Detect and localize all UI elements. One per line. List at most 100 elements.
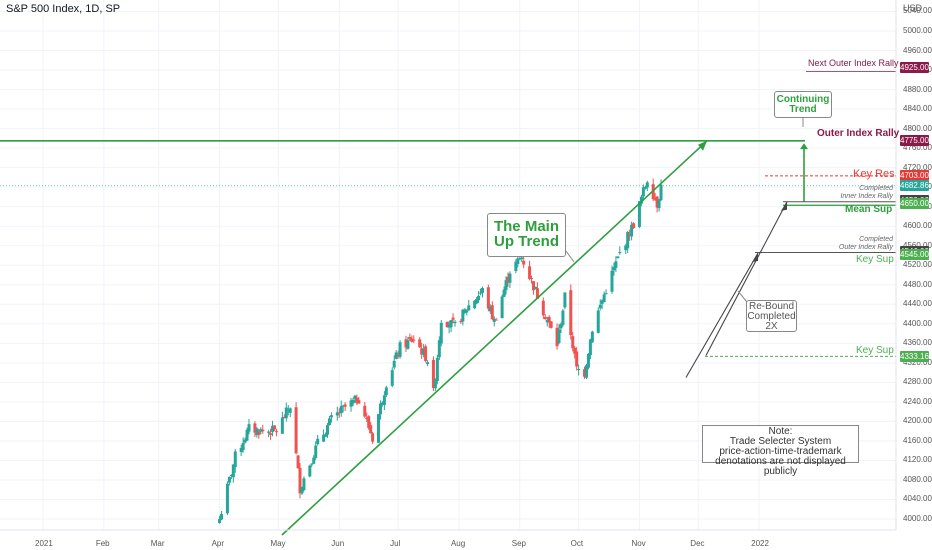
time-tick-label: Dec — [690, 539, 705, 548]
candle-body — [630, 224, 634, 237]
candle-body — [329, 415, 333, 418]
candle-body — [382, 395, 386, 406]
candle-body — [408, 337, 412, 340]
candle-body — [245, 429, 249, 441]
candle-body — [488, 307, 492, 312]
price-tick-label: 4720.00 — [903, 162, 932, 172]
candle-body — [437, 340, 441, 358]
candle-body — [229, 474, 233, 476]
candle-body — [410, 338, 414, 342]
candle-body — [241, 442, 245, 451]
candle-body — [255, 428, 259, 436]
candle-body — [227, 476, 231, 483]
candle-body — [247, 424, 251, 432]
price-tick-label: 4080.00 — [903, 474, 932, 484]
price-tick-label: 4280.00 — [903, 377, 932, 387]
candle-body — [267, 431, 271, 433]
candle-body — [257, 431, 261, 435]
candle-body — [316, 438, 320, 445]
callout-line: Re-Bound — [748, 301, 795, 312]
price-tick-label: 4600.00 — [903, 221, 932, 231]
candle-body — [225, 483, 229, 514]
candle-body — [369, 425, 373, 434]
candle-body — [422, 349, 426, 355]
candle-body — [282, 416, 286, 418]
candle-body — [604, 293, 608, 295]
main-trend-arrowhead — [698, 140, 707, 151]
candle-body — [280, 417, 284, 434]
candle-body — [233, 451, 237, 468]
candle-body — [555, 327, 559, 347]
level-label: Completed Outer Index Rally — [838, 235, 893, 251]
candle-body — [271, 425, 275, 432]
candle-body — [300, 487, 304, 494]
level-label: Key Res — [853, 167, 895, 180]
candle-body — [449, 319, 453, 328]
time-tick-label: Jul — [390, 539, 401, 548]
level-label: Next Outer Index Rally — [808, 57, 899, 68]
candle-body — [657, 199, 661, 209]
candle-body — [351, 399, 355, 404]
candle-body — [549, 321, 553, 328]
candle-body — [637, 201, 641, 227]
candle-body — [530, 278, 534, 280]
price-tick-label: 4320.00 — [903, 357, 932, 367]
candle-body — [355, 397, 359, 404]
candle-body — [639, 196, 643, 204]
candle-body — [392, 360, 396, 368]
price-tick-label: 4560.00 — [903, 241, 932, 250]
price-tag: 4650.00 — [900, 197, 929, 209]
candle-body — [655, 196, 659, 208]
rebound-arrow-1 — [685, 252, 759, 378]
price-tick-label: 4360.00 — [903, 338, 932, 348]
price-tick-label: 4760.00 — [903, 143, 932, 153]
candle-body — [514, 261, 518, 272]
currency-label[interactable]: USD — [903, 3, 923, 13]
candle-body — [600, 300, 604, 304]
time-tick-label: Oct — [570, 539, 584, 548]
drawing-overlays — [0, 71, 896, 536]
candle-body — [288, 408, 292, 413]
candle-body — [547, 316, 551, 323]
candle-body — [296, 455, 300, 469]
candle-body — [418, 339, 422, 348]
candle-body — [308, 465, 312, 477]
candle-body — [557, 329, 561, 343]
price-tick-label: 5000.00 — [903, 26, 932, 35]
candle-body — [473, 300, 477, 309]
candle-body — [398, 342, 402, 357]
note-line: Trade Selecter System — [729, 436, 832, 447]
candle-body — [532, 281, 535, 291]
time-tick-label: Aug — [450, 539, 466, 548]
candle-body — [325, 425, 329, 435]
candle-body — [302, 478, 306, 491]
candle-body — [406, 340, 410, 349]
candle-body — [461, 309, 465, 322]
price-tag: 4333.16 — [900, 350, 929, 362]
candle-body — [569, 290, 573, 336]
callout-line: Continuing — [776, 94, 830, 105]
price-tag: 4545.00 — [900, 249, 929, 261]
candle-body — [596, 310, 600, 333]
candle-body — [500, 296, 504, 319]
price-tick-label: 4880.00 — [903, 84, 932, 94]
price-tag: 4703.00 — [900, 170, 929, 182]
price-tag: 4925.00 — [900, 62, 929, 74]
candle-body — [431, 360, 435, 388]
candle-body — [453, 321, 457, 324]
candle-body — [439, 322, 443, 344]
candle-body — [475, 298, 479, 304]
price-tick-label: 4960.00 — [903, 45, 932, 55]
candle-body — [269, 433, 273, 435]
candle-body — [433, 379, 437, 389]
candle-body — [610, 270, 614, 292]
chart-title: S&P 500 Index, 1D, SP — [6, 3, 121, 15]
candle-body — [220, 513, 224, 520]
continuing-trend-arrowhead — [800, 143, 808, 150]
candle-body — [335, 412, 339, 416]
candle-body — [492, 318, 496, 322]
candles — [218, 178, 663, 524]
candle-body — [504, 280, 508, 291]
main-trend-line — [281, 140, 708, 536]
candle-body — [571, 336, 575, 349]
